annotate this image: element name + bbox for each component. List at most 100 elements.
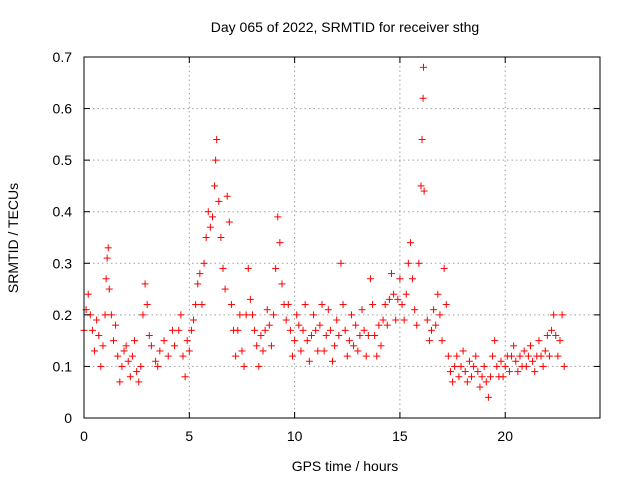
data-point: [316, 321, 324, 329]
data-point: [541, 347, 549, 355]
data-point: [398, 301, 406, 309]
data-point: [339, 301, 347, 309]
data-point: [295, 321, 303, 329]
data-point: [526, 342, 534, 350]
data-point: [329, 357, 337, 365]
data-point: [512, 357, 520, 365]
data-point: [350, 342, 358, 350]
data-point: [284, 301, 292, 309]
data-point: [240, 362, 248, 370]
data-point: [505, 368, 513, 376]
data-point: [345, 337, 353, 345]
data-point: [465, 357, 473, 365]
data-point: [177, 311, 185, 319]
data-point: [206, 223, 214, 231]
data-point: [194, 280, 202, 288]
data-point: [472, 352, 480, 360]
y-tick-label: 0.6: [53, 101, 73, 117]
y-axis-label: SRMTID / TECUs: [5, 183, 21, 293]
data-point: [97, 362, 105, 370]
data-point: [293, 311, 301, 319]
data-point: [531, 368, 539, 376]
data-point: [360, 326, 368, 334]
data-point: [324, 306, 332, 314]
data-point: [415, 259, 423, 267]
data-point: [223, 192, 231, 200]
data-point: [371, 331, 379, 339]
data-point: [152, 357, 160, 365]
data-point: [131, 337, 139, 345]
data-point: [278, 280, 286, 288]
data-point: [274, 213, 282, 221]
data-point: [364, 331, 372, 339]
x-tick-label: 20: [497, 428, 513, 444]
plot-frame: [83, 56, 601, 419]
x-tick-label: 10: [287, 428, 303, 444]
data-point: [366, 275, 374, 283]
data-point: [478, 373, 486, 381]
x-tick-label: 0: [80, 428, 88, 444]
data-point: [537, 352, 545, 360]
data-point: [181, 373, 189, 381]
data-point: [369, 301, 377, 309]
data-point: [409, 275, 417, 283]
data-point: [558, 311, 566, 319]
data-point: [139, 311, 147, 319]
data-point: [198, 301, 206, 309]
data-point: [520, 347, 528, 355]
data-point: [212, 156, 220, 164]
data-point: [362, 352, 370, 360]
data-point: [419, 94, 427, 102]
data-point: [185, 347, 193, 355]
data-point: [259, 347, 267, 355]
grid: [84, 57, 600, 418]
data-point: [99, 342, 107, 350]
data-point: [392, 316, 400, 324]
data-point: [373, 352, 381, 360]
data-point: [143, 301, 151, 309]
data-point: [236, 311, 244, 319]
data-point: [442, 301, 450, 309]
data-point: [463, 378, 471, 386]
data-point: [449, 378, 457, 386]
data-point: [221, 285, 229, 293]
data-point: [305, 357, 313, 365]
data-point: [457, 362, 465, 370]
data-point: [120, 347, 128, 355]
data-point: [396, 275, 404, 283]
data-point: [411, 306, 419, 314]
data-point: [514, 368, 522, 376]
data-point: [451, 362, 459, 370]
data-point: [137, 362, 145, 370]
data-point: [524, 352, 532, 360]
data-point: [122, 342, 130, 350]
data-point: [160, 337, 168, 345]
data-point: [499, 373, 507, 381]
data-point: [428, 326, 436, 334]
data-point: [251, 326, 259, 334]
data-point: [267, 342, 275, 350]
data-point: [301, 301, 309, 309]
data-point: [333, 316, 341, 324]
data-point: [444, 352, 452, 360]
data-point: [484, 393, 492, 401]
data-point: [187, 326, 195, 334]
data-point: [545, 352, 553, 360]
data-point: [377, 342, 385, 350]
data-point: [552, 331, 560, 339]
data-point: [276, 239, 284, 247]
data-point: [516, 352, 524, 360]
x-tick-labels: 0 5 10 15 20: [80, 428, 513, 444]
data-point: [307, 331, 315, 339]
data-point: [204, 208, 212, 216]
data-point: [482, 378, 490, 386]
data-point: [320, 347, 328, 355]
data-point: [434, 290, 442, 298]
data-point: [263, 306, 271, 314]
data-point: [381, 301, 389, 309]
data-point: [446, 368, 454, 376]
data-point: [529, 357, 537, 365]
data-point: [238, 347, 246, 355]
y-tick-label: 0.3: [53, 255, 73, 271]
